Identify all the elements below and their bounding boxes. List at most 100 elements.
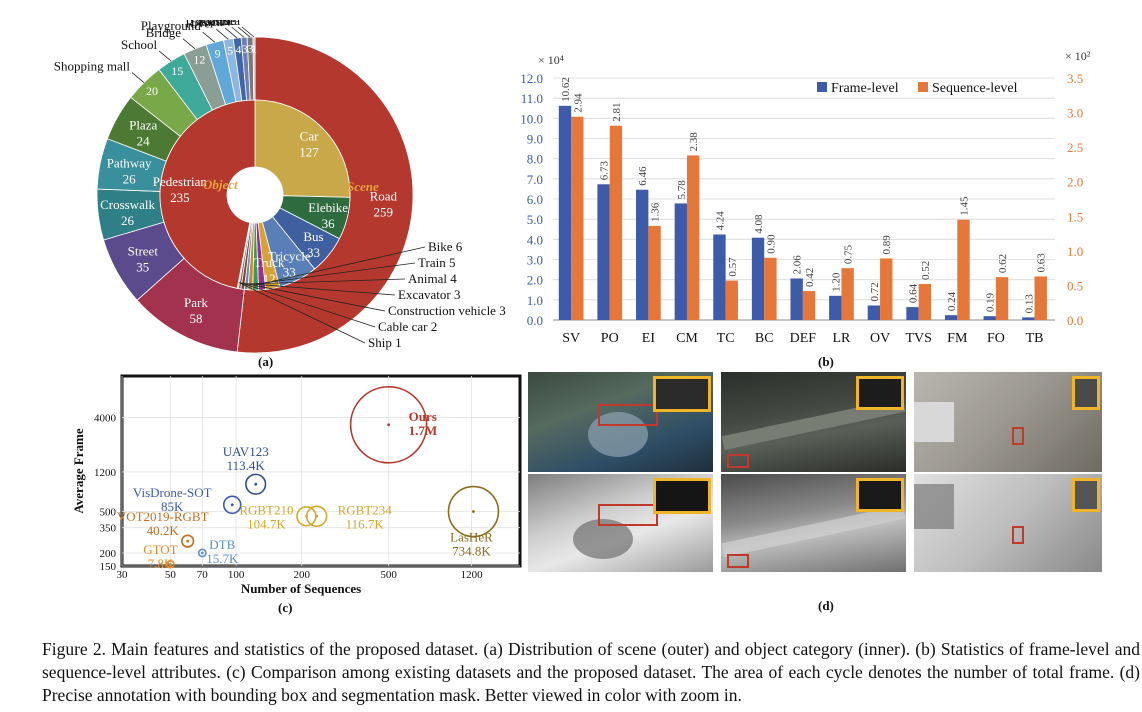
bubble-value-uav123: 113.4K <box>227 458 266 473</box>
zoom-inset <box>856 478 904 512</box>
data-label-sequence-level: 0.90 <box>765 234 777 254</box>
category-label-po: PO <box>601 331 619 346</box>
bar-chart-b: 0.0 1.0 2.0 3.0 4.0 5.0 6.0 7.0 8.0 9.0 10.0 11.0 12… <box>520 49 1091 346</box>
bubble-label-rgbt234: RGBT234 <box>338 502 393 517</box>
data-label-sequence-level: 0.63 <box>1036 253 1048 273</box>
inner-label-ship: Ship 1 <box>368 335 402 350</box>
figure-caption: Figure 2. Main features and statistics o… <box>42 639 1140 705</box>
x-tick-label: 1200 <box>461 569 484 581</box>
outer-value-school: 15 <box>171 64 183 78</box>
y-tick-label: 1200 <box>94 467 117 479</box>
data-label-frame-level: 0.19 <box>985 292 997 312</box>
category-label-fo: FO <box>987 331 1005 346</box>
outer-label-plaza: Plaza <box>129 118 157 133</box>
bounding-box <box>598 504 658 526</box>
bubble-value-visdrone-sot: 85K <box>161 499 184 514</box>
y-axis-label: Average Frame <box>71 428 86 514</box>
bubble-uav123 <box>245 473 267 495</box>
zoom-inset <box>653 478 711 514</box>
data-label-frame-level: 5.78 <box>676 180 688 200</box>
bar-frame-level-sv <box>558 105 572 320</box>
x-tick-label: 30 <box>117 569 129 581</box>
panel-label-c: (c) <box>278 600 293 615</box>
bubble-ours <box>349 386 428 464</box>
outer-label-street: Street <box>128 244 159 259</box>
bounding-box <box>727 454 749 468</box>
outer-value-river: 5 <box>227 44 233 58</box>
bubble-center-vot2019-rgbt <box>186 539 190 543</box>
leader-line <box>224 27 238 39</box>
leader-line <box>243 282 386 312</box>
donut-chart-a: Road259Park58Street35Crosswalk26Pathway2… <box>54 20 506 354</box>
bubble-value-vot2019-rgbt: 40.2K <box>147 523 180 538</box>
zoom-inset <box>1072 478 1100 512</box>
bar-frame-level-cm <box>674 203 687 320</box>
bar-frame-level-fo <box>983 316 996 320</box>
photo-rgb-road-night <box>721 372 906 472</box>
bar-sequence-level-ei <box>648 225 661 320</box>
leader-line <box>246 283 396 296</box>
inner-value-car: 127 <box>299 144 319 159</box>
data-label-sequence-level: 1.45 <box>958 196 970 216</box>
outer-label-seaside: Seaside <box>196 20 236 28</box>
data-label-frame-level: 4.24 <box>714 211 726 231</box>
x-tick-label: 500 <box>380 569 397 581</box>
inner-label-truck: Truck <box>254 255 285 270</box>
outer-label-school: School <box>121 37 158 52</box>
bounding-box <box>1012 526 1024 544</box>
inner-label-tricycle: Tricycle <box>268 248 311 263</box>
leader-line <box>202 31 216 43</box>
bubble-value-dtb: 15.7K <box>206 551 239 566</box>
inner-label-excavator: Excavator 3 <box>398 287 460 302</box>
category-label-lr: LR <box>833 331 852 346</box>
x-axis-label: Number of Sequences <box>241 581 361 596</box>
bar-sequence-level-fo <box>995 277 1009 320</box>
bar-frame-level-tb <box>1022 317 1035 320</box>
outer-label-bridge: Bridge <box>146 25 182 40</box>
left-tick-label: 1.0 <box>527 293 543 308</box>
bar-frame-level-fm <box>944 315 958 320</box>
outer-value-plaza: 24 <box>137 134 151 149</box>
category-label-sv: SV <box>562 331 580 346</box>
leader-line <box>237 26 251 38</box>
left-tick-label: 4.0 <box>527 232 543 247</box>
bubble-label-dtb: DTB <box>209 537 235 552</box>
data-label-sequence-level: 2.38 <box>688 132 700 152</box>
bar-frame-level-tc <box>713 234 726 320</box>
outer-label-river: River <box>185 20 215 30</box>
bar-sequence-level-tc <box>725 280 738 320</box>
data-label-sequence-level: 0.89 <box>881 235 893 255</box>
inner-label-construction-vehicle: Construction vehicle 3 <box>388 303 506 318</box>
data-label-frame-level: 6.73 <box>599 161 611 181</box>
outer-label-playground: Playground <box>141 20 201 33</box>
right-tick-label: 0.0 <box>1067 313 1083 328</box>
inner-value-tricycle: 33 <box>283 264 296 279</box>
outer-label-sea: Sea <box>221 20 240 28</box>
plot-frame <box>120 374 522 568</box>
outer-value-bridge: 12 <box>193 52 205 66</box>
outer-label-beach: Beach <box>191 20 224 29</box>
zoom-inset <box>856 376 904 410</box>
bar-sequence-level-ov <box>880 258 893 320</box>
bubble-visdrone-sot <box>222 495 242 515</box>
bubble-label-uav123: UAV123 <box>223 444 269 459</box>
outer-label-court: Court <box>200 20 230 28</box>
data-label-sequence-level: 0.57 <box>727 257 739 277</box>
inner-value-elebike: 36 <box>322 216 336 231</box>
outer-value-sea: 1 <box>251 42 257 56</box>
bar-sequence-level-tvs <box>918 284 932 320</box>
data-label-frame-level: 1.20 <box>830 272 842 292</box>
bubble-label-gtot: GTOT <box>143 542 177 557</box>
bubble-value-rgbt210: 104.7K <box>247 516 286 531</box>
bubble-center-uav123 <box>254 482 258 486</box>
leader-line <box>131 72 145 83</box>
data-label-frame-level: 4.08 <box>753 214 765 234</box>
outer-value-beach: 4 <box>235 42 241 56</box>
bubble-label-ours: Ours <box>409 409 437 424</box>
right-tick-label: 3.0 <box>1067 106 1083 121</box>
bubble-center-visdrone-sot <box>230 503 234 507</box>
outer-value-shopping-mall: 20 <box>146 84 158 98</box>
bubble-center-lasher <box>472 510 475 513</box>
left-tick-label: 2.0 <box>527 273 543 288</box>
bounding-box <box>727 554 749 568</box>
